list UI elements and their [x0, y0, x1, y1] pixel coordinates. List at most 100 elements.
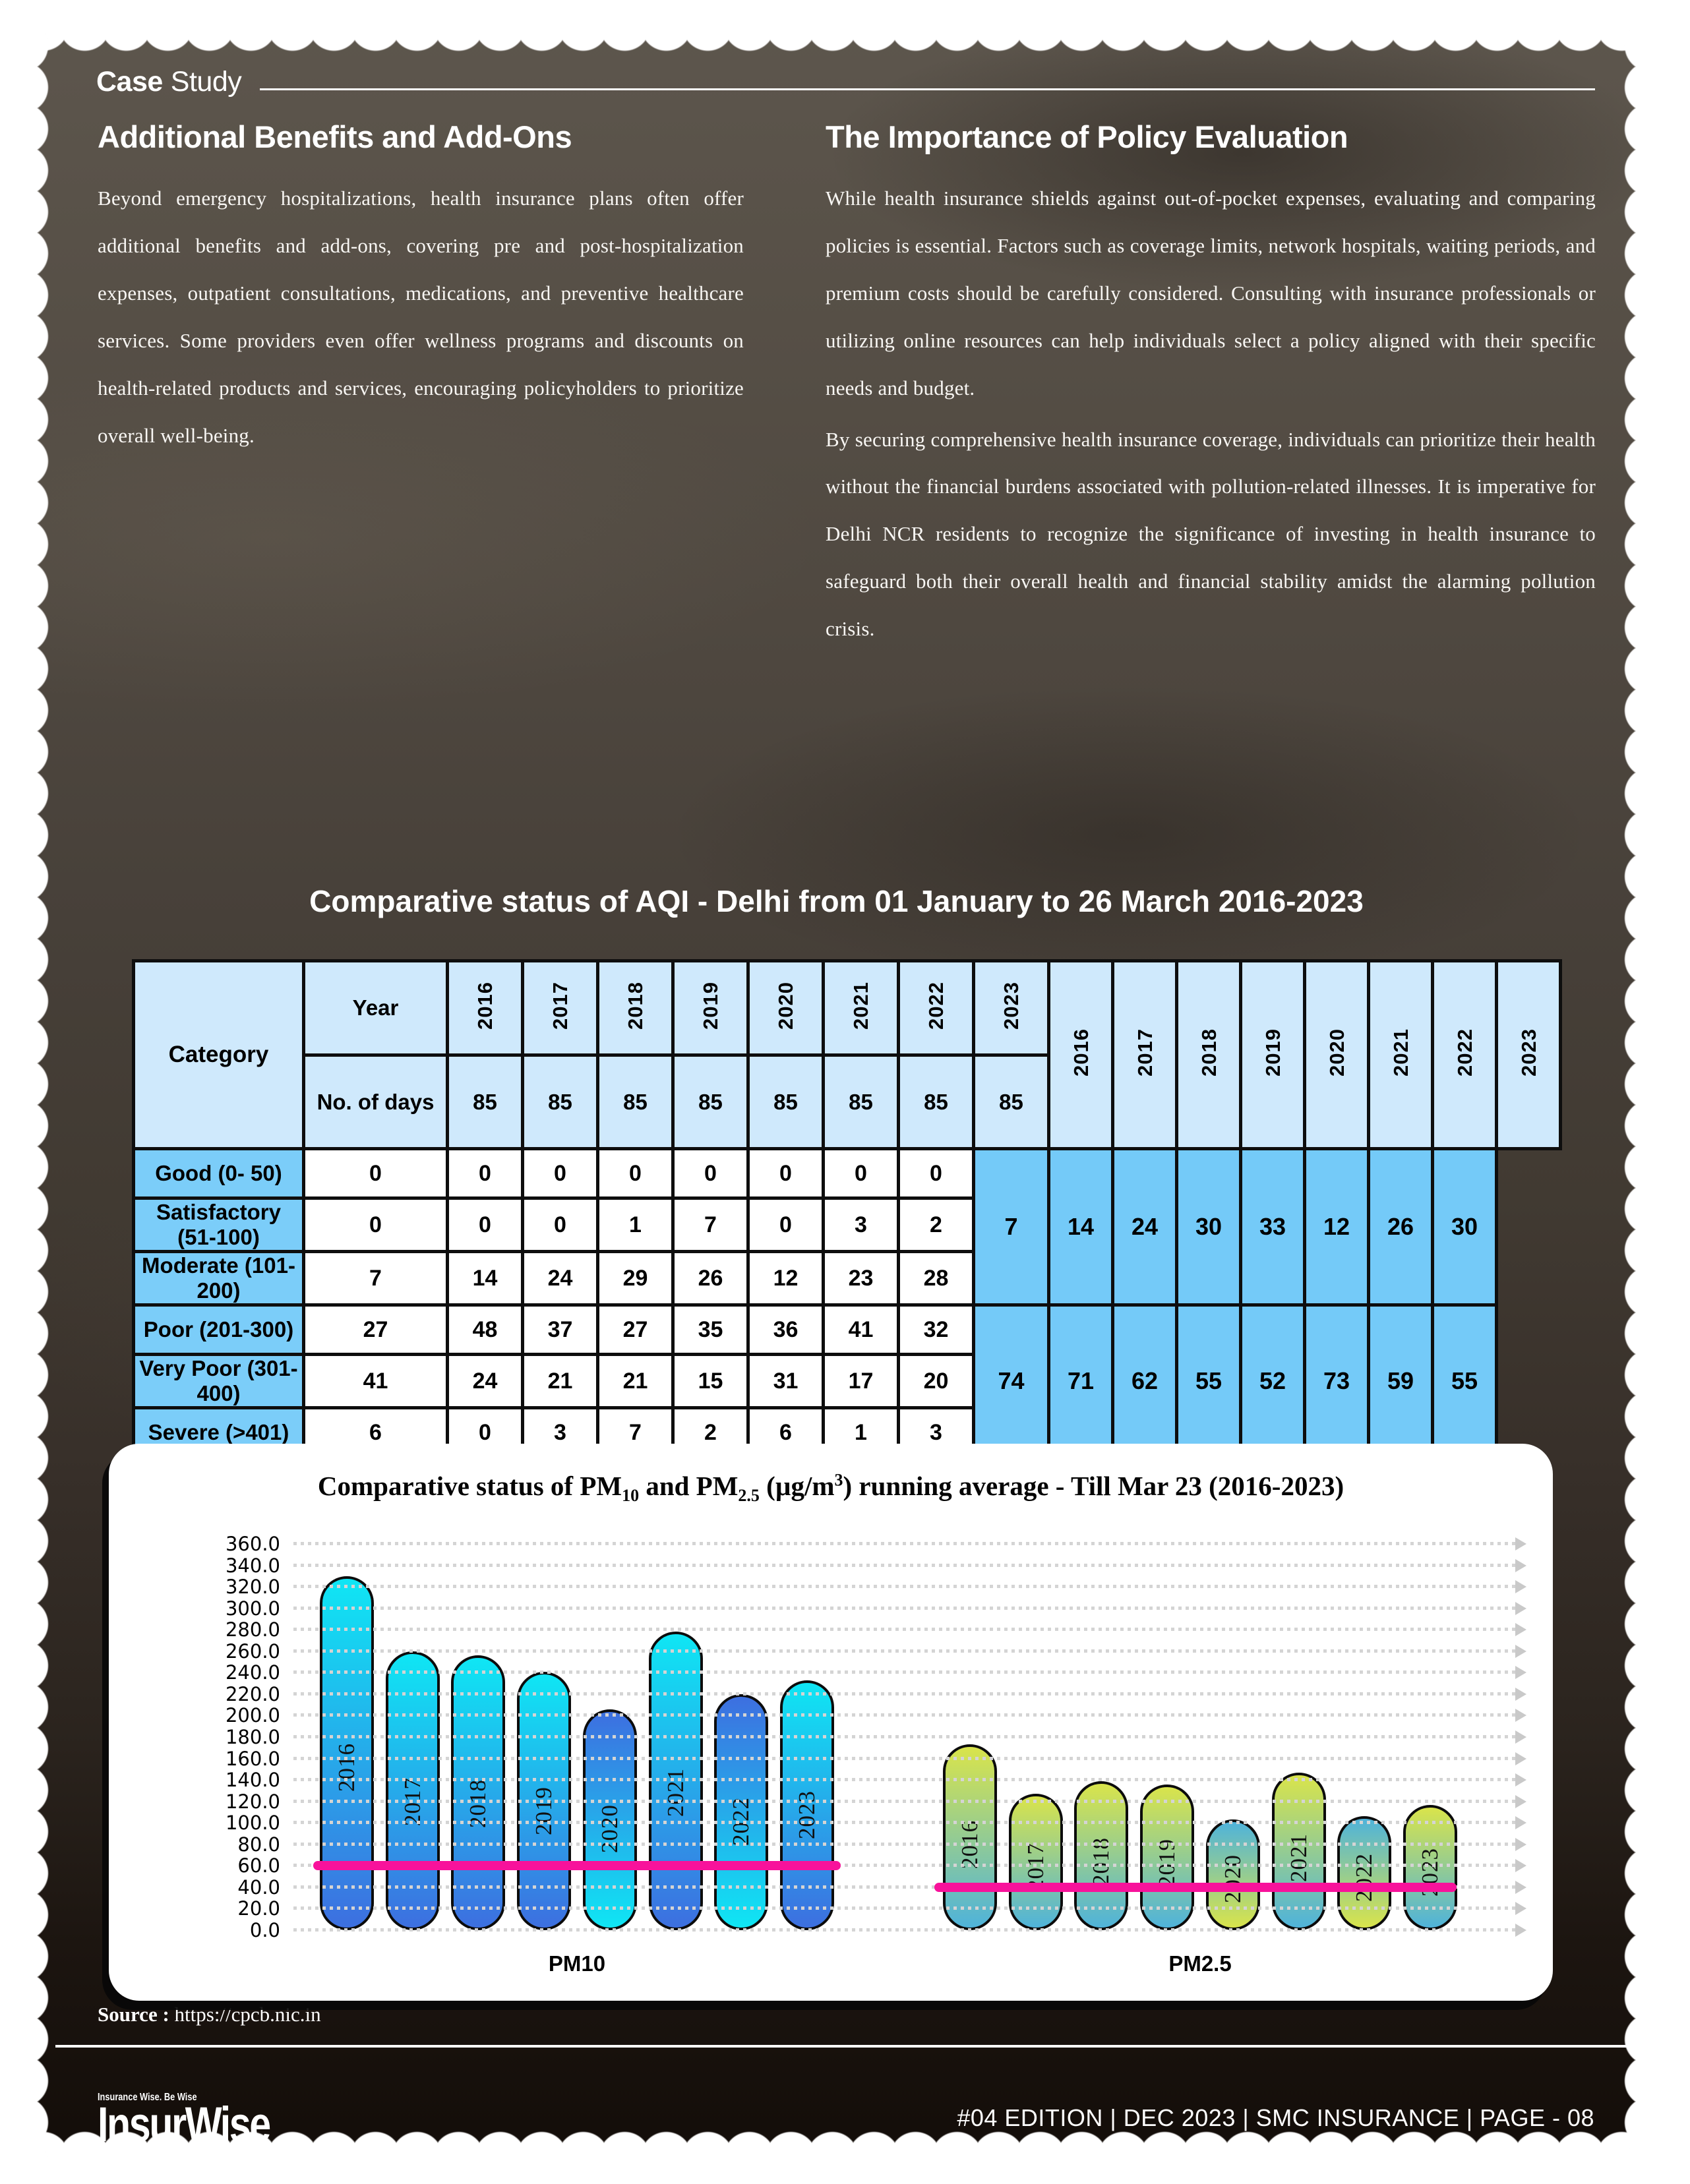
two-column-body: Additional Benefits and Add-Ons Beyond e… [98, 119, 1596, 653]
gridline [293, 1880, 1526, 1894]
row-value: 20 [897, 1353, 975, 1409]
row-value: 0 [446, 1196, 524, 1253]
merged-value-top: 30 [1431, 1147, 1498, 1307]
right-paragraph-1: While health insurance shields against o… [826, 187, 1596, 399]
standard-line-pm2.5 [934, 1882, 1457, 1892]
header-days-value: 85 [822, 1053, 900, 1150]
bar-pm2.5-2021: 2021 [1271, 1773, 1326, 1930]
y-axis-tick-label: 60.0 [237, 1854, 280, 1877]
gridline-arrow-icon [1515, 1924, 1526, 1937]
table-title: Comparative status of AQI - Delhi from 0… [309, 884, 1364, 918]
header-right-year: 2020 [1303, 959, 1370, 1150]
gridline [293, 1709, 1526, 1723]
row-value: 37 [521, 1303, 599, 1356]
standard-line-pm10 [313, 1861, 841, 1871]
right-heading: The Importance of Policy Evaluation [826, 119, 1348, 154]
row-value: 0 [302, 1147, 449, 1200]
bar-pm2.5-2018: 2018 [1074, 1781, 1129, 1930]
gridline [293, 1601, 1526, 1615]
gridline [293, 1752, 1526, 1765]
kicker-rest: Study [170, 66, 242, 98]
gridline-arrow-icon [1515, 1730, 1526, 1744]
header-right-year: 2022 [1431, 959, 1498, 1150]
row-value: 17 [822, 1353, 900, 1409]
bar-pm2.5-2020: 2020 [1205, 1819, 1260, 1930]
row-value: 0 [521, 1196, 599, 1253]
gridline-arrow-icon [1515, 1644, 1526, 1658]
bar-year-label: 2019 [531, 1786, 557, 1836]
y-axis-tick-label: 160.0 [225, 1747, 280, 1770]
left-column: Additional Benefits and Add-Ons Beyond e… [98, 119, 744, 653]
row-value: 0 [302, 1196, 449, 1253]
row-value: 0 [521, 1147, 599, 1200]
row-value: 36 [746, 1303, 825, 1356]
chart-title-sup3: 3 [834, 1470, 843, 1490]
merged-value-top: 14 [1047, 1147, 1114, 1307]
bar-pm10-2022: 2022 [714, 1694, 769, 1930]
header-year-label: Year [302, 959, 449, 1057]
y-axis-tick-label: 180.0 [225, 1726, 280, 1748]
gridline-arrow-icon [1515, 1902, 1526, 1916]
gridline [293, 1644, 1526, 1658]
table-row: Moderate (101-200) 7 14 24 29 26 12 23 28 [132, 1250, 1561, 1307]
y-axis-tick-label: 340.0 [225, 1554, 280, 1577]
row-value: 21 [596, 1353, 675, 1409]
row-value: 0 [446, 1147, 524, 1200]
y-axis-tick-label: 220.0 [225, 1682, 280, 1705]
merged-value-bottom: 71 [1047, 1303, 1114, 1459]
aqi-table: Category Year 2016 2017 2018 2019 2020 2021 2022… [132, 959, 1562, 1459]
merged-value-bottom: 73 [1303, 1303, 1370, 1459]
row-value: 7 [671, 1196, 750, 1253]
gridline-arrow-icon [1515, 1687, 1526, 1701]
row-value: 12 [746, 1250, 825, 1307]
y-axis-tick-label: 80.0 [237, 1833, 280, 1856]
row-value: 21 [521, 1353, 599, 1409]
merged-value-bottom: 62 [1111, 1303, 1178, 1459]
gridline-arrow-icon [1515, 1859, 1526, 1873]
right-paragraph-2: By securing comprehensive health insuran… [826, 427, 1596, 641]
table-row: Poor (201-300) 27 48 37 27 35 36 41 32 74 71 62 55 52… [132, 1303, 1561, 1459]
gridline [293, 1558, 1526, 1572]
header-days-value: 85 [521, 1053, 599, 1150]
row-value: 31 [746, 1353, 825, 1409]
header-right-year: 2017 [1111, 959, 1178, 1150]
y-axis-tick-label: 120.0 [225, 1790, 280, 1813]
plot-area: 2016 2017 2018 2019 2020 2021 2022 2023 2016 201… [226, 1534, 1546, 1976]
kicker-bold: Case [96, 66, 163, 98]
merged-value-top: 12 [1303, 1147, 1370, 1307]
chart-title-sub10: 10 [622, 1486, 640, 1506]
source-label: Source : [98, 2003, 169, 2026]
gridline [293, 1687, 1526, 1701]
gridline [293, 1580, 1526, 1594]
gridline [293, 1730, 1526, 1744]
y-axis-tick-label: 240.0 [225, 1661, 280, 1684]
table-row: Very Poor (301-400) 41 24 21 21 15 31 17 20 [132, 1353, 1561, 1409]
chart-panel: Comparative status of PM10 and PM2.5 (µg… [109, 1444, 1553, 2001]
row-value: 2 [897, 1196, 975, 1253]
row-label: Moderate (101-200) [132, 1250, 305, 1307]
edition-info: #04 EDITION | DEC 2023 | SMC INSURANCE |… [957, 2104, 1594, 2131]
header-days-value: 85 [746, 1053, 825, 1150]
row-value: 14 [446, 1250, 524, 1307]
bar-pm10-2020: 2020 [582, 1709, 637, 1930]
bar-year-label: 2021 [1285, 1833, 1312, 1882]
photo-background: Case Study Additional Benefits and Add-O… [22, 25, 1650, 2158]
gridline-arrow-icon [1515, 1794, 1526, 1808]
row-value: 24 [521, 1250, 599, 1307]
header-right-year: 2019 [1239, 959, 1306, 1150]
header-days-value: 85 [972, 1053, 1050, 1150]
header-year: 2021 [822, 959, 900, 1057]
aqi-table-body: Category Year 2016 2017 2018 2019 2020 2021 2022… [132, 959, 1562, 1459]
header-right-year: 2023 [1495, 959, 1562, 1150]
header-rule [260, 88, 1595, 90]
bar-pm2.5-2016: 2016 [943, 1744, 997, 1930]
gridline-arrow-icon [1515, 1837, 1526, 1851]
header-right-year: 2018 [1175, 959, 1242, 1150]
row-value: 27 [596, 1303, 675, 1356]
source-url[interactable]: https://cpcb.nic.in [174, 2003, 321, 2026]
header-category: Category [132, 959, 305, 1150]
row-value: 1 [596, 1196, 675, 1253]
y-axis-tick-label: 360.0 [225, 1533, 280, 1555]
y-axis-tick-label: 260.0 [225, 1639, 280, 1663]
